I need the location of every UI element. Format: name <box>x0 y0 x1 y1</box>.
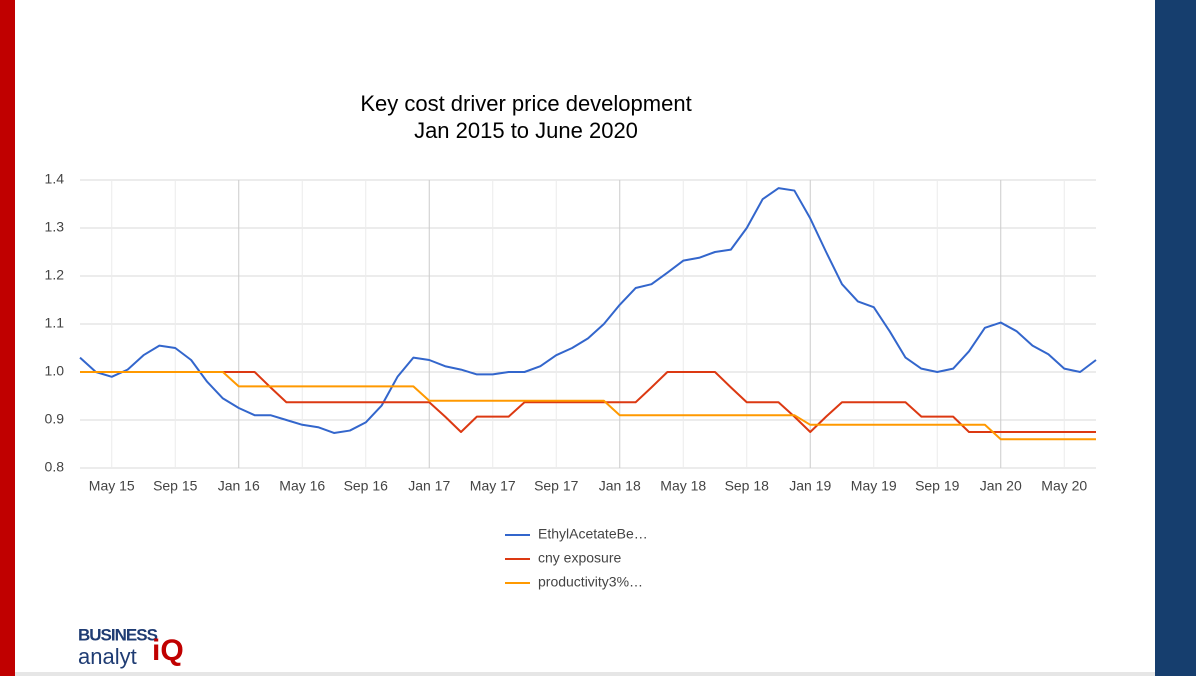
x-tick-label: May 17 <box>470 478 516 494</box>
y-tick-label: 0.8 <box>45 459 65 475</box>
legend-label: cny exposure <box>538 550 621 566</box>
x-tick-label: Jan 19 <box>789 478 831 494</box>
x-tick-label: Jan 17 <box>408 478 450 494</box>
x-tick-label: Jan 20 <box>980 478 1022 494</box>
bottom-edge <box>15 672 1155 676</box>
x-tick-label: Sep 15 <box>153 478 198 494</box>
legend-label: EthylAcetateBe… <box>538 526 648 542</box>
series-line <box>80 371 1096 441</box>
x-tick-label: May 16 <box>279 478 325 494</box>
x-tick-label: May 15 <box>89 478 135 494</box>
logo-mark: iQ <box>152 634 184 667</box>
logo-top: BUSINESS <box>78 625 158 644</box>
y-tick-label: 1.3 <box>45 219 65 235</box>
x-tick-label: May 20 <box>1041 478 1087 494</box>
right-band <box>1155 0 1196 676</box>
logo-bottom: analyt <box>78 644 137 669</box>
series-line <box>80 371 1096 433</box>
y-tick-label: 1.1 <box>45 315 65 331</box>
y-tick-label: 1.4 <box>45 171 65 187</box>
x-tick-label: Sep 16 <box>344 478 389 494</box>
chart-subtitle: Jan 2015 to June 2020 <box>414 118 638 143</box>
legend-label: productivity3%… <box>538 574 643 590</box>
x-tick-label: Sep 17 <box>534 478 579 494</box>
series-line <box>79 187 1097 434</box>
x-tick-label: May 19 <box>851 478 897 494</box>
x-tick-label: Jan 18 <box>599 478 641 494</box>
chart-title: Key cost driver price development <box>360 91 691 116</box>
x-tick-label: Jan 16 <box>218 478 260 494</box>
x-tick-label: May 18 <box>660 478 706 494</box>
x-tick-label: Sep 19 <box>915 478 960 494</box>
y-tick-label: 1.0 <box>45 363 65 379</box>
y-tick-label: 1.2 <box>45 267 65 283</box>
left-band <box>0 0 15 676</box>
y-tick-label: 0.9 <box>45 411 65 427</box>
x-tick-label: Sep 18 <box>725 478 770 494</box>
